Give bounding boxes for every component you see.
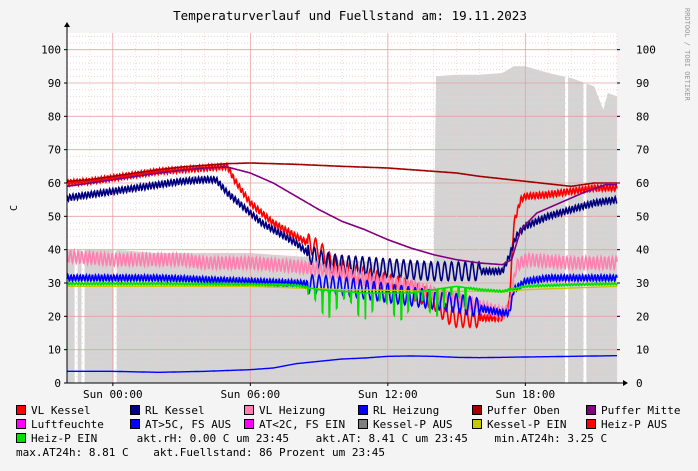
legend-item-heiz-p-aus: Heiz-P AUS [586, 418, 698, 432]
x-axis-arrow [623, 380, 628, 386]
legend-label: Kessel-P AUS [373, 418, 453, 431]
legend-label: Puffer Oben [487, 404, 560, 417]
legend-swatch [472, 419, 482, 429]
legend-item-at-5c-fs-aus: AT>5C, FS AUS [130, 418, 244, 432]
legend-item-luftfeuchte: Luftfeuchte [16, 418, 130, 432]
legend-label: Puffer Mitte [601, 404, 681, 417]
legend-item-heiz-p-ein: Heiz-P EIN [16, 432, 130, 446]
y-tick-label-left: 30 [48, 277, 61, 290]
chart-title: Temperaturverlauf und Fuellstand am: 19.… [173, 8, 527, 23]
grid-layer [66, 33, 618, 384]
legend-item-kessel-p-aus: Kessel-P AUS [358, 418, 472, 432]
legend-swatch [244, 405, 254, 415]
legend-row: Luftfeuchte AT>5C, FS AUS AT<2C, FS EIN Kes… [16, 418, 696, 432]
y-tick-label-right: 100 [636, 44, 656, 57]
legend-item-vl-heizung: VL Heizung [244, 404, 358, 418]
y-tick-label-left: 70 [48, 144, 61, 157]
y-tick-label-right: 60 [636, 177, 649, 190]
series-layer [66, 161, 618, 373]
legend-label: RL Heizung [373, 404, 440, 417]
series-line-rl-kessel [66, 174, 618, 282]
legend: VL Kessel RL Kessel VL Heizung RL Heizung Pu… [16, 404, 696, 460]
stat-max-at24h: max.AT24h: 8.81 C [16, 446, 129, 459]
legend-row: VL Kessel RL Kessel VL Heizung RL Heizung Pu… [16, 404, 696, 418]
legend-item-at-2c-fs-ein: AT<2C, FS EIN [244, 418, 358, 432]
legend-swatch [16, 419, 26, 429]
legend-swatch [586, 419, 596, 429]
fuellstand-gap [81, 33, 85, 383]
legend-label: AT>5C, FS AUS [145, 418, 232, 431]
y-tick-label-right: 50 [636, 210, 649, 223]
legend-swatch [358, 419, 368, 429]
rrdtool-watermark: RRDTOOL / TOBI OETIKER [683, 8, 691, 102]
y-tick-label-right: 80 [636, 110, 649, 123]
stat-akt-rh: akt.rH: 0.00 C um 23:45 [136, 432, 289, 445]
y-tick-label-left: 80 [48, 110, 61, 123]
stat-akt-at: akt.AT: 8.41 C um 23:45 [315, 432, 468, 445]
legend-swatch [472, 405, 482, 415]
legend-swatch [244, 419, 254, 429]
fuellstand-gap [113, 33, 117, 383]
legend-label: VL Heizung [259, 404, 326, 417]
stat-akt-fuellstand: akt.Fuellstand: 86 Prozent um 23:45 [153, 446, 386, 459]
y-tick-label-right: 90 [636, 77, 649, 90]
legend-swatch [130, 419, 140, 429]
legend-swatch [586, 405, 596, 415]
stat-min-at24h: min.AT24h: 3.25 C [494, 432, 608, 445]
legend-label: RL Kessel [145, 404, 205, 417]
y-tick-label-left: 40 [48, 244, 61, 257]
x-tick-label: Sun 00:00 [83, 388, 143, 401]
series-line-kessel-p-ein [67, 285, 618, 293]
y-tick-label-right: 70 [636, 144, 649, 157]
fuellstand-gap [74, 33, 78, 383]
series-line-vl-heizung [66, 247, 618, 322]
legend-swatch [130, 405, 140, 415]
legend-label: Heiz-P EIN [31, 432, 98, 445]
series-line-at-5c-fs-aus [67, 355, 617, 373]
legend-swatch [16, 405, 26, 415]
y-tick-label-right: 0 [636, 377, 643, 390]
legend-item-vl-kessel: VL Kessel [16, 404, 130, 418]
legend-row: max.AT24h: 8.81 C akt.Fuellstand: 86 Pro… [16, 446, 696, 460]
legend-label: VL Kessel [31, 404, 91, 417]
legend-item-kessel-p-ein: Kessel-P EIN [472, 418, 586, 432]
y-tick-label-left: 10 [48, 344, 61, 357]
fuellstand-gap [583, 33, 587, 383]
series-line-puffer-mitte [67, 166, 617, 266]
legend-label: Kessel-P EIN [487, 418, 567, 431]
y-tick-label-right: 20 [636, 310, 649, 323]
y-axis-label: C [9, 205, 20, 211]
y-tick-label-left: 20 [48, 310, 61, 323]
y-tick-label-left: 100 [41, 44, 61, 57]
series-line-puffer-oben [67, 162, 617, 188]
x-tick-label: Sun 18:00 [496, 388, 556, 401]
legend-label: AT<2C, FS EIN [259, 418, 346, 431]
legend-row: Heiz-P EIN akt.rH: 0.00 C um 23:45 akt.A… [16, 432, 696, 446]
legend-swatch [358, 405, 368, 415]
y-tick-label-left: 0 [54, 377, 61, 390]
legend-item-rl-heizung: RL Heizung [358, 404, 472, 418]
legend-item-rl-kessel: RL Kessel [130, 404, 244, 418]
legend-label: Luftfeuchte [31, 418, 104, 431]
x-tick-label: Sun 12:00 [358, 388, 418, 401]
y-tick-label-right: 30 [636, 277, 649, 290]
y-tick-label-left: 90 [48, 77, 61, 90]
y-tick-label-left: 60 [48, 177, 61, 190]
legend-item-puffer-oben: Puffer Oben [472, 404, 586, 418]
axes-layer: 0 0 10 10 20 20 30 30 40 40 50 50 60 60 70 70 80 80 90 90 10… [41, 22, 656, 401]
series-line-heiz-p-ein [66, 281, 618, 321]
y-tick-label-left: 50 [48, 210, 61, 223]
y-tick-label-right: 10 [636, 344, 649, 357]
x-tick-label: Sun 06:00 [221, 388, 281, 401]
y-axis-arrow [64, 22, 70, 27]
legend-swatch [16, 433, 26, 443]
legend-item-puffer-mitte: Puffer Mitte [586, 404, 698, 418]
legend-label: Heiz-P AUS [601, 418, 668, 431]
y-tick-label-right: 40 [636, 244, 649, 257]
